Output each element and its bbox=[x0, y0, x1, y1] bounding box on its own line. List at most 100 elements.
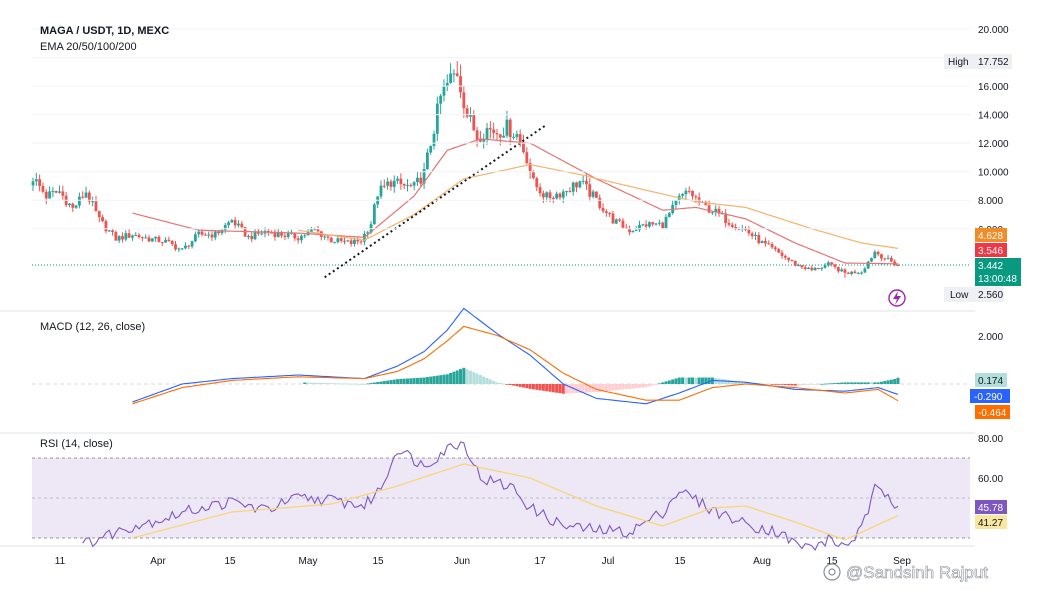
macd-title: MACD (12, 26, close) bbox=[40, 321, 145, 333]
candle-body bbox=[807, 267, 810, 270]
ema50-line bbox=[298, 163, 899, 249]
candle-body bbox=[379, 185, 383, 197]
macd-hist-bar bbox=[740, 381, 744, 384]
macd-hist-bar bbox=[326, 383, 330, 384]
macd-hist-bar bbox=[667, 380, 671, 384]
candle-body bbox=[353, 239, 356, 244]
candle-body bbox=[333, 242, 336, 244]
candle-body bbox=[866, 261, 870, 269]
candle-body bbox=[296, 238, 300, 241]
candle-body bbox=[293, 232, 297, 239]
macd-hist-bar bbox=[575, 384, 579, 394]
rsi-ma-line bbox=[132, 463, 899, 541]
candle-body bbox=[439, 95, 443, 104]
macd-hist-bar bbox=[869, 382, 873, 384]
candle-body bbox=[74, 205, 78, 208]
candle-body bbox=[54, 191, 58, 193]
macd-hist-bar bbox=[588, 384, 592, 393]
candle-body bbox=[339, 238, 343, 241]
macd-hist-bar bbox=[336, 383, 340, 385]
candle-body bbox=[406, 184, 409, 186]
candle-body bbox=[621, 220, 625, 228]
candle-body bbox=[800, 265, 804, 268]
macd-hist-bar bbox=[422, 377, 426, 384]
macd-hist-bar bbox=[637, 384, 641, 388]
candle-body bbox=[459, 76, 462, 93]
macd-hist-bar bbox=[763, 383, 767, 385]
candle-body bbox=[714, 208, 718, 213]
macd-hist-bar bbox=[396, 379, 400, 384]
candle-body bbox=[870, 258, 873, 262]
price-axis[interactable]: 20.00018.00016.00014.00012.00010.0008.00… bbox=[32, 25, 1009, 236]
candle-body bbox=[250, 235, 254, 240]
candle-body bbox=[730, 224, 734, 227]
candle-body bbox=[134, 234, 138, 236]
candle-body bbox=[207, 234, 211, 236]
macd-hist-bar bbox=[611, 384, 615, 391]
candle-body bbox=[412, 182, 416, 186]
candle-body bbox=[97, 211, 101, 218]
candle-body bbox=[419, 177, 423, 184]
macd-hist-bar bbox=[551, 384, 555, 393]
rsi-line bbox=[82, 441, 899, 552]
candle-body bbox=[247, 235, 250, 237]
macd-hist-bar bbox=[850, 382, 854, 384]
macd-hist-bar bbox=[793, 384, 797, 386]
ema50-badge bbox=[975, 228, 1007, 242]
macd-hist-bar bbox=[681, 377, 685, 384]
bolt-icon[interactable] bbox=[888, 289, 906, 307]
time-tick: Aug bbox=[753, 556, 771, 567]
candle-body bbox=[528, 163, 532, 172]
candle-body bbox=[203, 234, 207, 236]
macd-hist-bar bbox=[521, 384, 525, 388]
candle-body bbox=[515, 134, 519, 137]
candle-body bbox=[475, 130, 479, 140]
macd-hist-bar bbox=[687, 377, 691, 384]
macd-hist-bar bbox=[584, 384, 588, 393]
candle-body bbox=[154, 236, 158, 239]
time-axis[interactable]: 11 Apr 15 May 15 Jun 17 Jul 15 Aug 15 Sep bbox=[55, 556, 912, 567]
high-label: High bbox=[948, 57, 969, 68]
candle-body bbox=[575, 182, 578, 188]
candle-body bbox=[551, 197, 555, 199]
macd-badge bbox=[970, 389, 1010, 403]
candle-body bbox=[611, 213, 615, 224]
candle-body bbox=[372, 204, 376, 225]
macd-hist-bar bbox=[860, 382, 864, 384]
candle-body bbox=[303, 235, 307, 237]
macd-hist-bar bbox=[810, 384, 814, 385]
candle-body bbox=[856, 273, 860, 275]
candle-body bbox=[664, 216, 668, 229]
macd-hist-badge bbox=[975, 373, 1007, 387]
candle-body bbox=[68, 203, 71, 206]
candle-body bbox=[309, 229, 313, 232]
candle-body bbox=[532, 171, 535, 179]
candle-body bbox=[38, 179, 42, 186]
macd-hist-bar bbox=[478, 375, 482, 384]
candle-body bbox=[472, 114, 476, 131]
candle-body bbox=[140, 237, 144, 239]
candle-body bbox=[313, 229, 317, 231]
candle-body bbox=[727, 223, 731, 225]
candle-body bbox=[585, 180, 588, 185]
candle-body bbox=[359, 241, 363, 243]
macd-hist-bar bbox=[724, 379, 728, 384]
macd-hist-bar bbox=[369, 383, 373, 384]
macd-hist-bar bbox=[677, 377, 681, 384]
candle-body bbox=[329, 237, 333, 243]
candle-body bbox=[757, 234, 761, 244]
time-tick: 15 bbox=[674, 556, 686, 567]
candle-body bbox=[213, 231, 217, 238]
macd-hist-bar bbox=[704, 377, 708, 384]
macd-hist-bar bbox=[598, 384, 602, 392]
candle-body bbox=[452, 73, 456, 75]
candle-body bbox=[190, 241, 194, 247]
candle-body bbox=[382, 185, 386, 187]
candle-body bbox=[386, 181, 390, 186]
candle-body bbox=[94, 201, 98, 212]
signal-value: -0.464 bbox=[978, 408, 1007, 419]
candle-body bbox=[581, 180, 585, 182]
candle-body bbox=[240, 223, 244, 228]
candle-body bbox=[624, 227, 628, 229]
